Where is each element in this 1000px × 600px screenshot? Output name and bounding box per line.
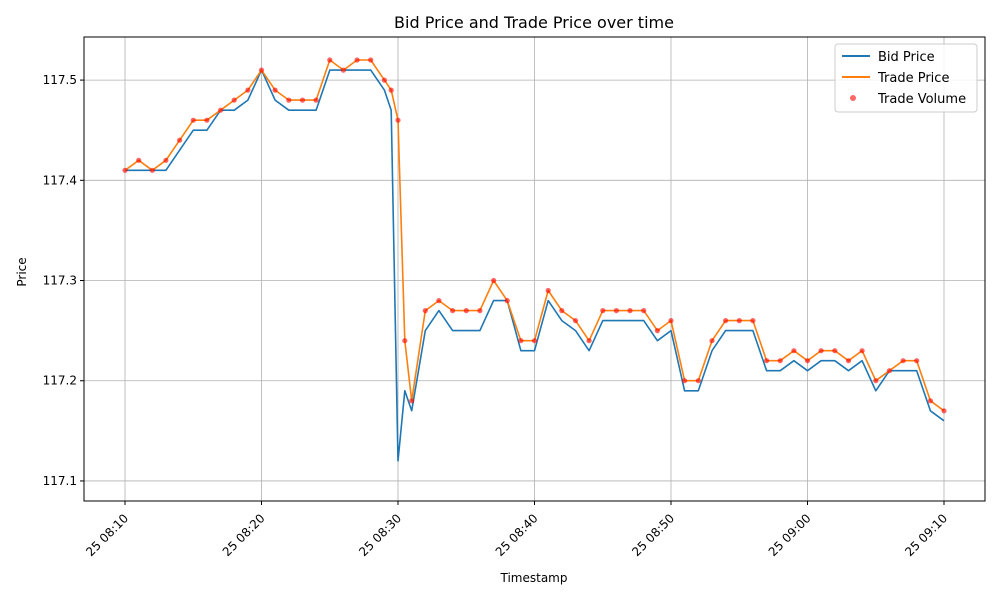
trade-volume-point xyxy=(832,348,838,354)
trade-volume-point xyxy=(463,308,469,314)
y-tick-label: 117.3 xyxy=(43,274,77,288)
trade-volume-point xyxy=(381,77,387,83)
trade-volume-point xyxy=(354,57,360,63)
trade-volume-point xyxy=(122,167,128,173)
grid xyxy=(84,37,985,501)
trade-volume-point xyxy=(477,308,483,314)
trade-volume-point xyxy=(654,328,661,334)
trade-volume-point xyxy=(736,318,742,324)
trade-volume-point xyxy=(177,137,183,143)
trade-volume-point xyxy=(450,308,456,314)
legend-swatch-trade-volume xyxy=(850,95,856,101)
trade-volume-point xyxy=(886,368,893,374)
legend-label-bid-price: Bid Price xyxy=(878,50,935,65)
trade-volume-point xyxy=(613,308,620,314)
trade-volume-point xyxy=(777,358,783,364)
trade-volume-point xyxy=(340,67,346,73)
trade-volume-point xyxy=(873,378,879,384)
legend-label-trade-price: Trade Price xyxy=(877,71,949,86)
legend-label-trade-volume: Trade Volume xyxy=(877,92,966,107)
trade-volume-point xyxy=(368,57,374,63)
y-tick-label: 117.2 xyxy=(43,374,77,388)
trade-volume-point xyxy=(299,97,306,103)
trade-volume-point xyxy=(941,408,947,414)
trade-volume-point xyxy=(572,318,579,324)
trade-volume-point xyxy=(723,318,729,324)
trade-volume-point xyxy=(231,97,237,103)
legend: Bid Price Trade Price Trade Volume xyxy=(834,43,978,113)
trade-volume-point xyxy=(313,97,319,103)
trade-volume-point xyxy=(695,378,701,384)
trade-volume-point xyxy=(914,358,920,364)
trade-volume-point xyxy=(668,318,674,324)
trade-volume-point xyxy=(388,87,394,93)
y-tick-label: 117.1 xyxy=(43,474,77,488)
trade-volume-point xyxy=(163,157,169,163)
trade-volume-point xyxy=(245,87,251,93)
trade-volume-point xyxy=(190,117,196,123)
trade-volume-point xyxy=(218,107,224,113)
y-tick-label: 117.4 xyxy=(43,173,77,187)
trade-volume-point xyxy=(327,57,333,63)
trade-volume-point xyxy=(272,87,278,93)
trade-volume-point xyxy=(402,338,408,344)
trade-volume-point xyxy=(531,338,538,344)
trade-volume-point xyxy=(149,167,155,173)
trade-volume-point xyxy=(436,298,442,304)
trade-volume-point xyxy=(845,358,852,364)
trade-volume-point xyxy=(409,398,415,404)
legend-box xyxy=(834,43,978,113)
y-tick-label: 117.5 xyxy=(43,73,77,87)
trade-volume-point xyxy=(818,348,824,354)
trade-volume-point xyxy=(900,358,906,364)
trade-volume-point xyxy=(600,308,606,314)
trade-volume-point xyxy=(545,287,551,294)
trade-volume-point xyxy=(791,348,797,354)
trade-volume-point xyxy=(504,298,510,304)
y-axis-label: Price xyxy=(15,257,29,286)
trade-volume-point xyxy=(586,338,592,344)
trade-volume-point xyxy=(627,308,633,314)
trade-volume-point xyxy=(204,117,210,123)
trade-volume-point xyxy=(764,358,770,364)
trade-volume-point xyxy=(422,308,428,314)
trade-volume-point xyxy=(804,358,811,364)
series-layer xyxy=(122,57,947,462)
trade-volume-point xyxy=(859,348,865,354)
trade-volume-point xyxy=(641,308,647,314)
series-line-bid-price xyxy=(125,69,945,462)
trade-volume-point xyxy=(491,277,497,284)
chart-title: Bid Price and Trade Price over time xyxy=(394,13,674,32)
trade-volume-point xyxy=(927,398,934,404)
trade-volume-point xyxy=(682,378,688,384)
trade-volume-point xyxy=(518,338,524,344)
x-axis-label: Timestamp xyxy=(500,571,568,585)
trade-volume-point xyxy=(286,97,292,103)
trade-volume-point xyxy=(559,308,565,314)
trade-volume-point xyxy=(258,67,265,73)
trade-volume-point xyxy=(709,338,715,344)
trade-volume-point xyxy=(750,318,756,324)
trade-volume-point xyxy=(136,157,142,163)
trade-volume-point xyxy=(395,117,401,123)
